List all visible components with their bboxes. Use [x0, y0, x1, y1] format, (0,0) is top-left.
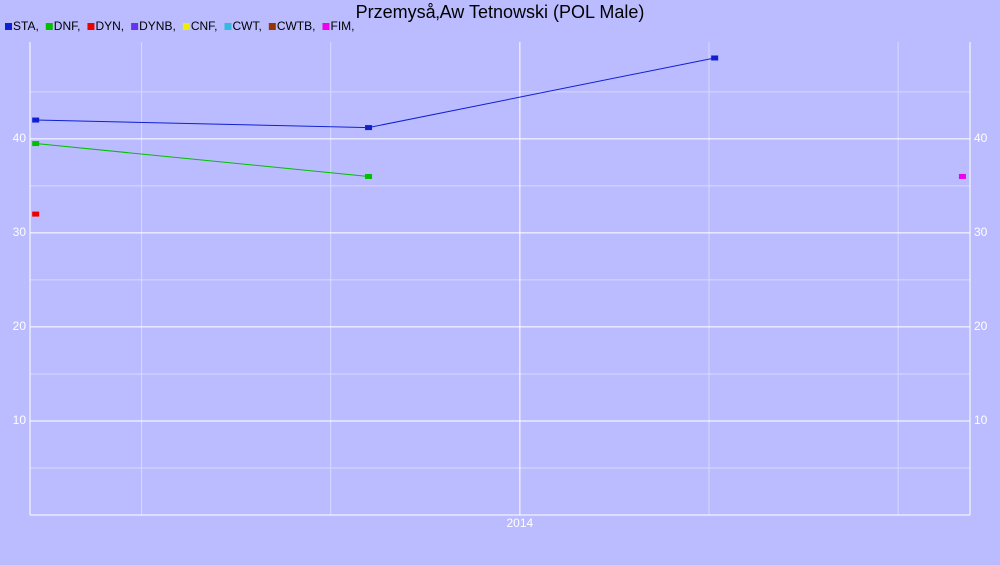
- point-marker: [711, 55, 719, 61]
- point-marker: [32, 211, 40, 217]
- legend-label: DYN,: [95, 19, 124, 33]
- y-tick-label: 10: [13, 413, 27, 427]
- legend-swatch: [322, 23, 330, 30]
- y2-tick-label: 20: [974, 319, 988, 333]
- legend-swatch: [87, 23, 95, 30]
- legend-swatch: [131, 23, 139, 30]
- legend-swatch: [5, 23, 12, 30]
- x-tick-label: 2014: [507, 516, 534, 530]
- y-tick-label: 40: [13, 131, 27, 145]
- legend-swatch: [45, 23, 53, 30]
- series-line: [35, 143, 369, 177]
- legend-swatch: [268, 23, 276, 30]
- legend-label: FIM,: [330, 19, 354, 33]
- point-marker: [365, 173, 373, 179]
- legend-label: CNF,: [191, 19, 218, 33]
- legend-label: STA,: [13, 19, 39, 33]
- y2-tick-label: 30: [974, 225, 988, 239]
- point-marker: [958, 173, 966, 179]
- y-tick-label: 30: [13, 225, 27, 239]
- point-marker: [32, 141, 40, 147]
- legend-label: CWT,: [232, 19, 261, 33]
- chart-title: Przemyså‚Aw Tetnowski (POL Male): [356, 2, 645, 22]
- legend-label: DNF,: [54, 19, 81, 33]
- point-marker: [32, 117, 40, 123]
- legend-swatch: [224, 23, 232, 30]
- legend-label: DYNB,: [139, 19, 176, 33]
- y2-tick-label: 10: [974, 413, 988, 427]
- legend-label: CWTB,: [277, 19, 316, 33]
- point-marker: [365, 125, 373, 131]
- y-tick-label: 20: [13, 319, 27, 333]
- y2-tick-label: 40: [974, 131, 988, 145]
- legend-swatch: [182, 23, 190, 30]
